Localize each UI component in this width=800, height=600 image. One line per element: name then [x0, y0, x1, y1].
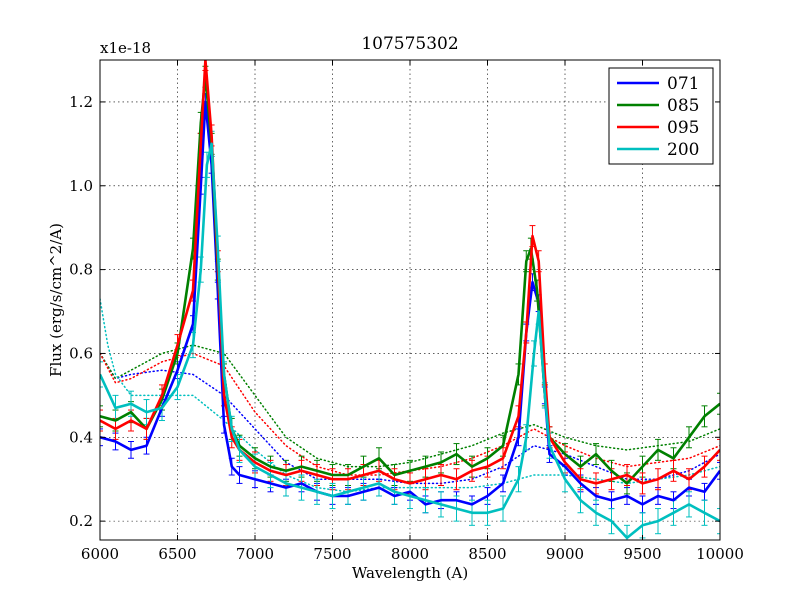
x-tick-label: 8000 — [391, 545, 429, 563]
x-tick-label: 9500 — [623, 545, 661, 563]
y-tick-label: 1.0 — [69, 177, 93, 195]
series-line-095 — [100, 60, 720, 485]
x-tick-label: 9000 — [546, 545, 584, 563]
legend-label: 200 — [667, 140, 699, 160]
y-tick-label: 0.4 — [69, 428, 93, 446]
x-tick-label: 10000 — [696, 545, 744, 563]
grid-lines — [100, 60, 720, 540]
chart-title: 107575302 — [361, 34, 458, 54]
y-offset-label: x1e-18 — [100, 39, 151, 57]
x-tick-label: 8500 — [468, 545, 506, 563]
x-tick-label: 6000 — [81, 545, 119, 563]
y-tick-label: 0.8 — [69, 261, 93, 279]
legend-label: 095 — [667, 118, 699, 138]
y-tick-label: 1.2 — [69, 93, 93, 111]
legend-label: 071 — [667, 74, 699, 94]
series-line-200 — [100, 142, 720, 540]
axis-ticks: 6000 6500 7000 7500 8000 8500 9000 9500 10000 0.2… — [69, 60, 744, 563]
x-axis-label: Wavelength (A) — [352, 564, 468, 582]
x-tick-label: 7500 — [313, 545, 351, 563]
y-axis-label: Flux (erg/s/cm^2/A) — [47, 223, 65, 377]
series-lines — [100, 60, 720, 540]
x-tick-label: 7000 — [236, 545, 274, 563]
y-tick-label: 0.2 — [69, 512, 93, 530]
x-tick-label: 6500 — [158, 545, 196, 563]
y-tick-label: 0.6 — [69, 344, 93, 362]
legend-label: 085 — [667, 96, 699, 116]
